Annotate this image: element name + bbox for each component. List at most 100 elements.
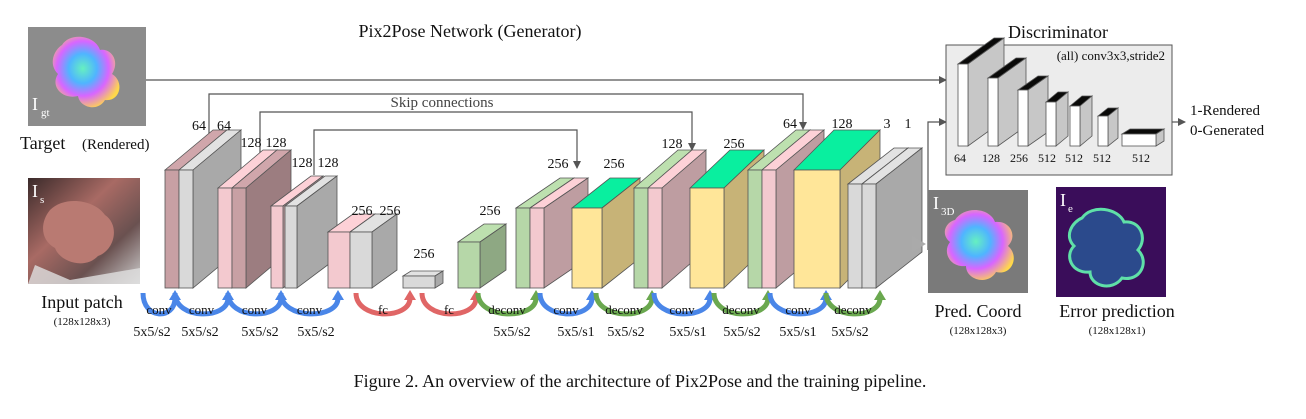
feature-map-block	[283, 175, 339, 289]
channel-label: 256	[548, 157, 569, 172]
output-arrow-head	[912, 236, 926, 252]
pred-symbol: I	[933, 193, 939, 213]
op-label: fc	[378, 302, 388, 317]
disc-channel-label: 512	[1065, 151, 1083, 165]
skip-connection-2	[259, 111, 696, 157]
kernel-label: 5x5/s2	[181, 325, 218, 340]
op-label: fc	[444, 302, 454, 317]
input-size: (128x128x3)	[54, 316, 111, 328]
channel-label: 128	[266, 136, 287, 151]
feature-map-block	[401, 270, 445, 289]
op-label: deconv	[488, 302, 526, 317]
target-subscript: gt	[41, 107, 50, 119]
feature-map-block	[860, 147, 924, 289]
disc-channel-label: 128	[982, 151, 1000, 165]
error-symbol: I	[1060, 190, 1066, 210]
op-arrow	[537, 292, 595, 317]
disc-output-generated: 0-Generated	[1190, 123, 1265, 139]
op-label: conv	[242, 302, 268, 317]
kernel-label: 5x5/s2	[831, 325, 868, 340]
channel-label: 128	[241, 136, 262, 151]
channel-label: 256	[604, 157, 625, 172]
kernel-label: 5x5/s2	[607, 325, 644, 340]
op-arrow	[225, 292, 284, 317]
op-label: deconv	[605, 302, 643, 317]
op-arrow	[593, 292, 655, 317]
kernel-label: 5x5/s2	[241, 325, 278, 340]
discriminator-title: Discriminator	[1008, 22, 1108, 42]
op-label: conv	[785, 302, 811, 317]
feature-map-block	[456, 223, 508, 289]
discriminator-block	[1120, 128, 1166, 147]
channel-label: 256	[414, 247, 435, 262]
channel-label: 256	[352, 204, 373, 219]
feature-map-block	[348, 213, 399, 289]
target-caption: Target	[20, 133, 65, 153]
channel-label: 128	[832, 117, 853, 132]
kernel-label: 5x5/s2	[723, 325, 760, 340]
channel-label: 64	[783, 117, 797, 132]
op-label: deconv	[834, 302, 872, 317]
channel-label: 128	[292, 156, 313, 171]
op-arrow	[172, 292, 231, 317]
skip-connections-label: Skip connections	[391, 95, 494, 111]
op-arrow	[711, 292, 771, 317]
op-arrow-head	[874, 290, 886, 300]
discriminator-block	[1016, 75, 1050, 147]
error-caption: Error prediction	[1059, 301, 1174, 321]
op-arrow	[140, 292, 178, 317]
op-label: conv	[189, 302, 215, 317]
op-label: conv	[297, 302, 323, 317]
kernel-label: 5x5/s1	[669, 325, 706, 340]
disc-channel-label: 512	[1093, 151, 1111, 165]
op-arrow-head	[404, 290, 416, 300]
target-caption-note: (Rendered)	[82, 137, 149, 153]
channel-label: 256	[380, 204, 401, 219]
feature-map-block	[230, 149, 293, 289]
channel-label: 64	[192, 119, 206, 134]
op-arrow	[823, 292, 883, 317]
op-arrow	[278, 292, 341, 317]
target-symbol: I	[32, 94, 38, 114]
pred-size: (128x128x3)	[950, 325, 1007, 337]
kernel-label: 5x5/s1	[557, 325, 594, 340]
input-symbol: I	[32, 181, 38, 201]
error-prediction-image	[1056, 187, 1166, 297]
pred-caption: Pred. Coord	[935, 301, 1022, 321]
op-label: conv	[553, 302, 579, 317]
op-arrow-head	[332, 290, 344, 300]
disc-channel-label: 64	[954, 151, 966, 165]
channel-label: 64	[217, 119, 231, 134]
channel-label: 128	[662, 137, 683, 152]
input-subscript: s	[40, 194, 44, 206]
discriminator-block	[1068, 95, 1094, 147]
op-label: conv	[669, 302, 695, 317]
channel-label: 256	[724, 137, 745, 152]
op-arrow	[419, 292, 479, 317]
disc-channel-label: 512	[1038, 151, 1056, 165]
skip-connection-1	[208, 93, 807, 140]
channel-label: 3	[884, 117, 891, 132]
disc-channel-label: 512	[1132, 151, 1150, 165]
pred-coord-image	[928, 190, 1028, 293]
op-arrow	[353, 292, 413, 317]
kernel-label: 5x5/s1	[779, 325, 816, 340]
input-caption: Input patch	[41, 292, 122, 312]
op-arrow	[767, 292, 829, 317]
channel-label: 256	[480, 204, 501, 219]
figure-caption: Figure 2. An overview of the architectur…	[354, 371, 927, 391]
target-image	[28, 27, 146, 126]
op-label: conv	[146, 302, 172, 317]
channel-label: 128	[318, 156, 339, 171]
op-arrow	[651, 292, 713, 317]
kernel-label: 5x5/s2	[493, 325, 530, 340]
skip-connection-3	[313, 129, 581, 175]
discriminator-block	[1044, 91, 1070, 147]
pred-subscript: 3D	[941, 206, 955, 218]
kernel-label: 5x5/s2	[297, 325, 334, 340]
discriminator-note: (all) conv3x3,stride2	[1057, 48, 1165, 63]
disc-output-rendered: 1-Rendered	[1190, 103, 1260, 119]
channel-label: 1	[905, 117, 912, 132]
op-arrow	[475, 292, 539, 317]
